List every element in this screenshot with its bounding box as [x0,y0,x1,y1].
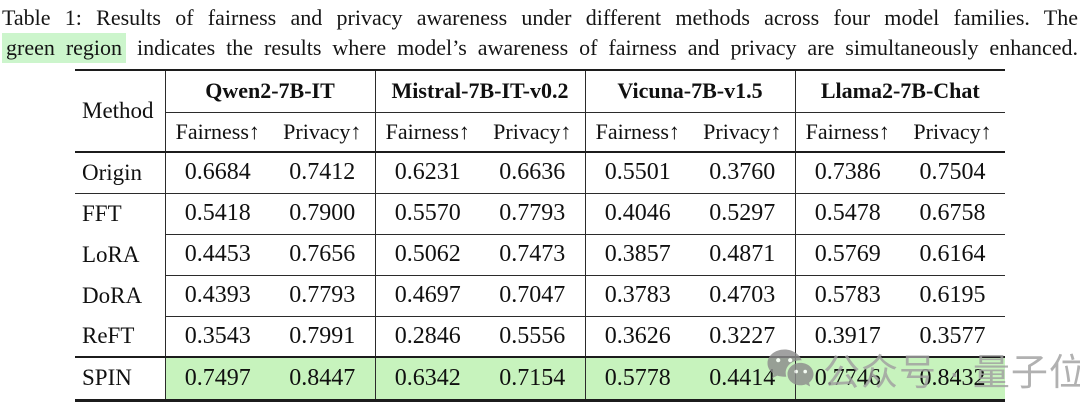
value-cell: 0.3783 [584,275,691,317]
value-cell: 0.5297 [690,193,796,235]
method-cell: Origin [75,152,165,194]
value-cell: 0.3577 [900,316,1006,358]
value-cell: 0.7991 [270,316,375,358]
value-cell: 0.3626 [584,316,691,358]
value-cell: 0.6164 [900,234,1006,276]
value-cell: 0.3543 [164,316,270,358]
value-cell-highlighted: 0.7497 [164,357,270,400]
method-cell: SPIN [82,365,132,391]
results-table: Method Qwen2-7B-IT Mistral-7B-IT-v0.2 Vi… [75,69,1006,402]
value-cell: 0.7656 [270,234,375,276]
value-cell: 0.4046 [584,193,691,235]
method-cell: FFT [82,200,122,226]
caption-line-1: Table 1: Results of fairness and privacy… [2,3,1078,33]
table-caption: Table 1: Results of fairness and privacy… [2,3,1078,63]
subheader-vicuna-fairness: Fairness↑ [584,112,691,153]
value-cell-highlighted: 0.5778 [584,357,691,400]
table-row-lora: LoRA 0.4453 0.7656 0.5062 0.7473 0.3857 … [75,234,1006,276]
value-cell: 0.3760 [690,152,796,194]
value-cell: 0.7412 [270,152,375,194]
value-cell: 0.7386 [794,152,901,194]
value-cell: 0.5501 [584,152,691,194]
value-cell: 0.7473 [480,234,586,276]
value-cell: 0.4393 [164,275,270,317]
subheader-llama-fairness: Fairness↑ [794,112,901,153]
subheader-vicuna-privacy: Privacy↑ [690,112,796,153]
value-cell: 0.4871 [690,234,796,276]
table-row-dora: DoRA 0.4393 0.7793 0.4697 0.7047 0.3783 … [75,275,1006,317]
subheader-qwen-privacy: Privacy↑ [270,112,375,153]
table-row-spin-highlighted: SPIN 0.7497 0.8447 0.6342 0.7154 0.5778 … [75,357,1006,400]
value-cell-highlighted: 0.8432 [900,357,1006,400]
value-cell: 0.7793 [480,193,586,235]
value-cell-highlighted: 0.8447 [270,357,375,400]
value-cell: 0.5783 [794,275,901,317]
value-cell-highlighted: 0.6342 [374,357,480,400]
value-cell: 0.4703 [690,275,796,317]
value-cell-highlighted: 0.7154 [480,357,586,400]
caption-green-highlight: green region [2,33,127,63]
value-cell: 0.2846 [374,316,480,358]
value-cell: 0.5478 [794,193,901,235]
column-header-method: Method [75,70,165,153]
value-cell: 0.4697 [374,275,480,317]
column-header-llama2-7b-chat: Llama2-7B-Chat [794,70,1006,113]
subheader-mistral-privacy: Privacy↑ [480,112,586,153]
value-cell: 0.7047 [480,275,586,317]
value-cell: 0.7900 [270,193,375,235]
value-cell: 0.6195 [900,275,1006,317]
caption-text-2: indicates the results where model’s awar… [126,35,1078,60]
value-cell-highlighted: 0.7746 [794,357,901,400]
column-header-vicuna-7b: Vicuna-7B-v1.5 [584,70,796,113]
subheader-qwen-fairness: Fairness↑ [164,112,270,153]
value-cell: 0.6636 [480,152,586,194]
value-cell: 0.5418 [164,193,270,235]
value-cell: 0.5570 [374,193,480,235]
value-cell: 0.5062 [374,234,480,276]
value-cell: 0.6758 [900,193,1006,235]
caption-line-2: green region indicates the results where… [2,33,1078,63]
value-cell: 0.4453 [164,234,270,276]
method-cell: LoRA [82,241,140,267]
table-row-origin: Origin 0.6684 0.7412 0.6231 0.6636 0.550… [75,152,1006,194]
value-cell: 0.7793 [270,275,375,317]
value-cell: 0.6231 [374,152,480,194]
value-cell: 0.3857 [584,234,691,276]
subheader-llama-privacy: Privacy↑ [900,112,1006,153]
value-cell: 0.7504 [900,152,1006,194]
value-cell: 0.6684 [164,152,270,194]
method-cell: DoRA [82,282,143,308]
table-row-reft: ReFT 0.3543 0.7991 0.2846 0.5556 0.3626 … [75,316,1006,358]
column-header-mistral-7b-it: Mistral-7B-IT-v0.2 [374,70,586,113]
value-cell: 0.5769 [794,234,901,276]
value-cell: 0.3917 [794,316,901,358]
value-cell: 0.3227 [690,316,796,358]
column-header-qwen2-7b-it: Qwen2-7B-IT [164,70,375,113]
value-cell: 0.5556 [480,316,586,358]
value-cell-highlighted: 0.4414 [690,357,796,400]
subheader-mistral-fairness: Fairness↑ [374,112,480,153]
method-cell: ReFT [75,316,165,358]
table-row-fft: FFT 0.5418 0.7900 0.5570 0.7793 0.4046 0… [75,193,1006,235]
caption-text-1: Table 1: Results of fairness and privacy… [2,5,1078,30]
